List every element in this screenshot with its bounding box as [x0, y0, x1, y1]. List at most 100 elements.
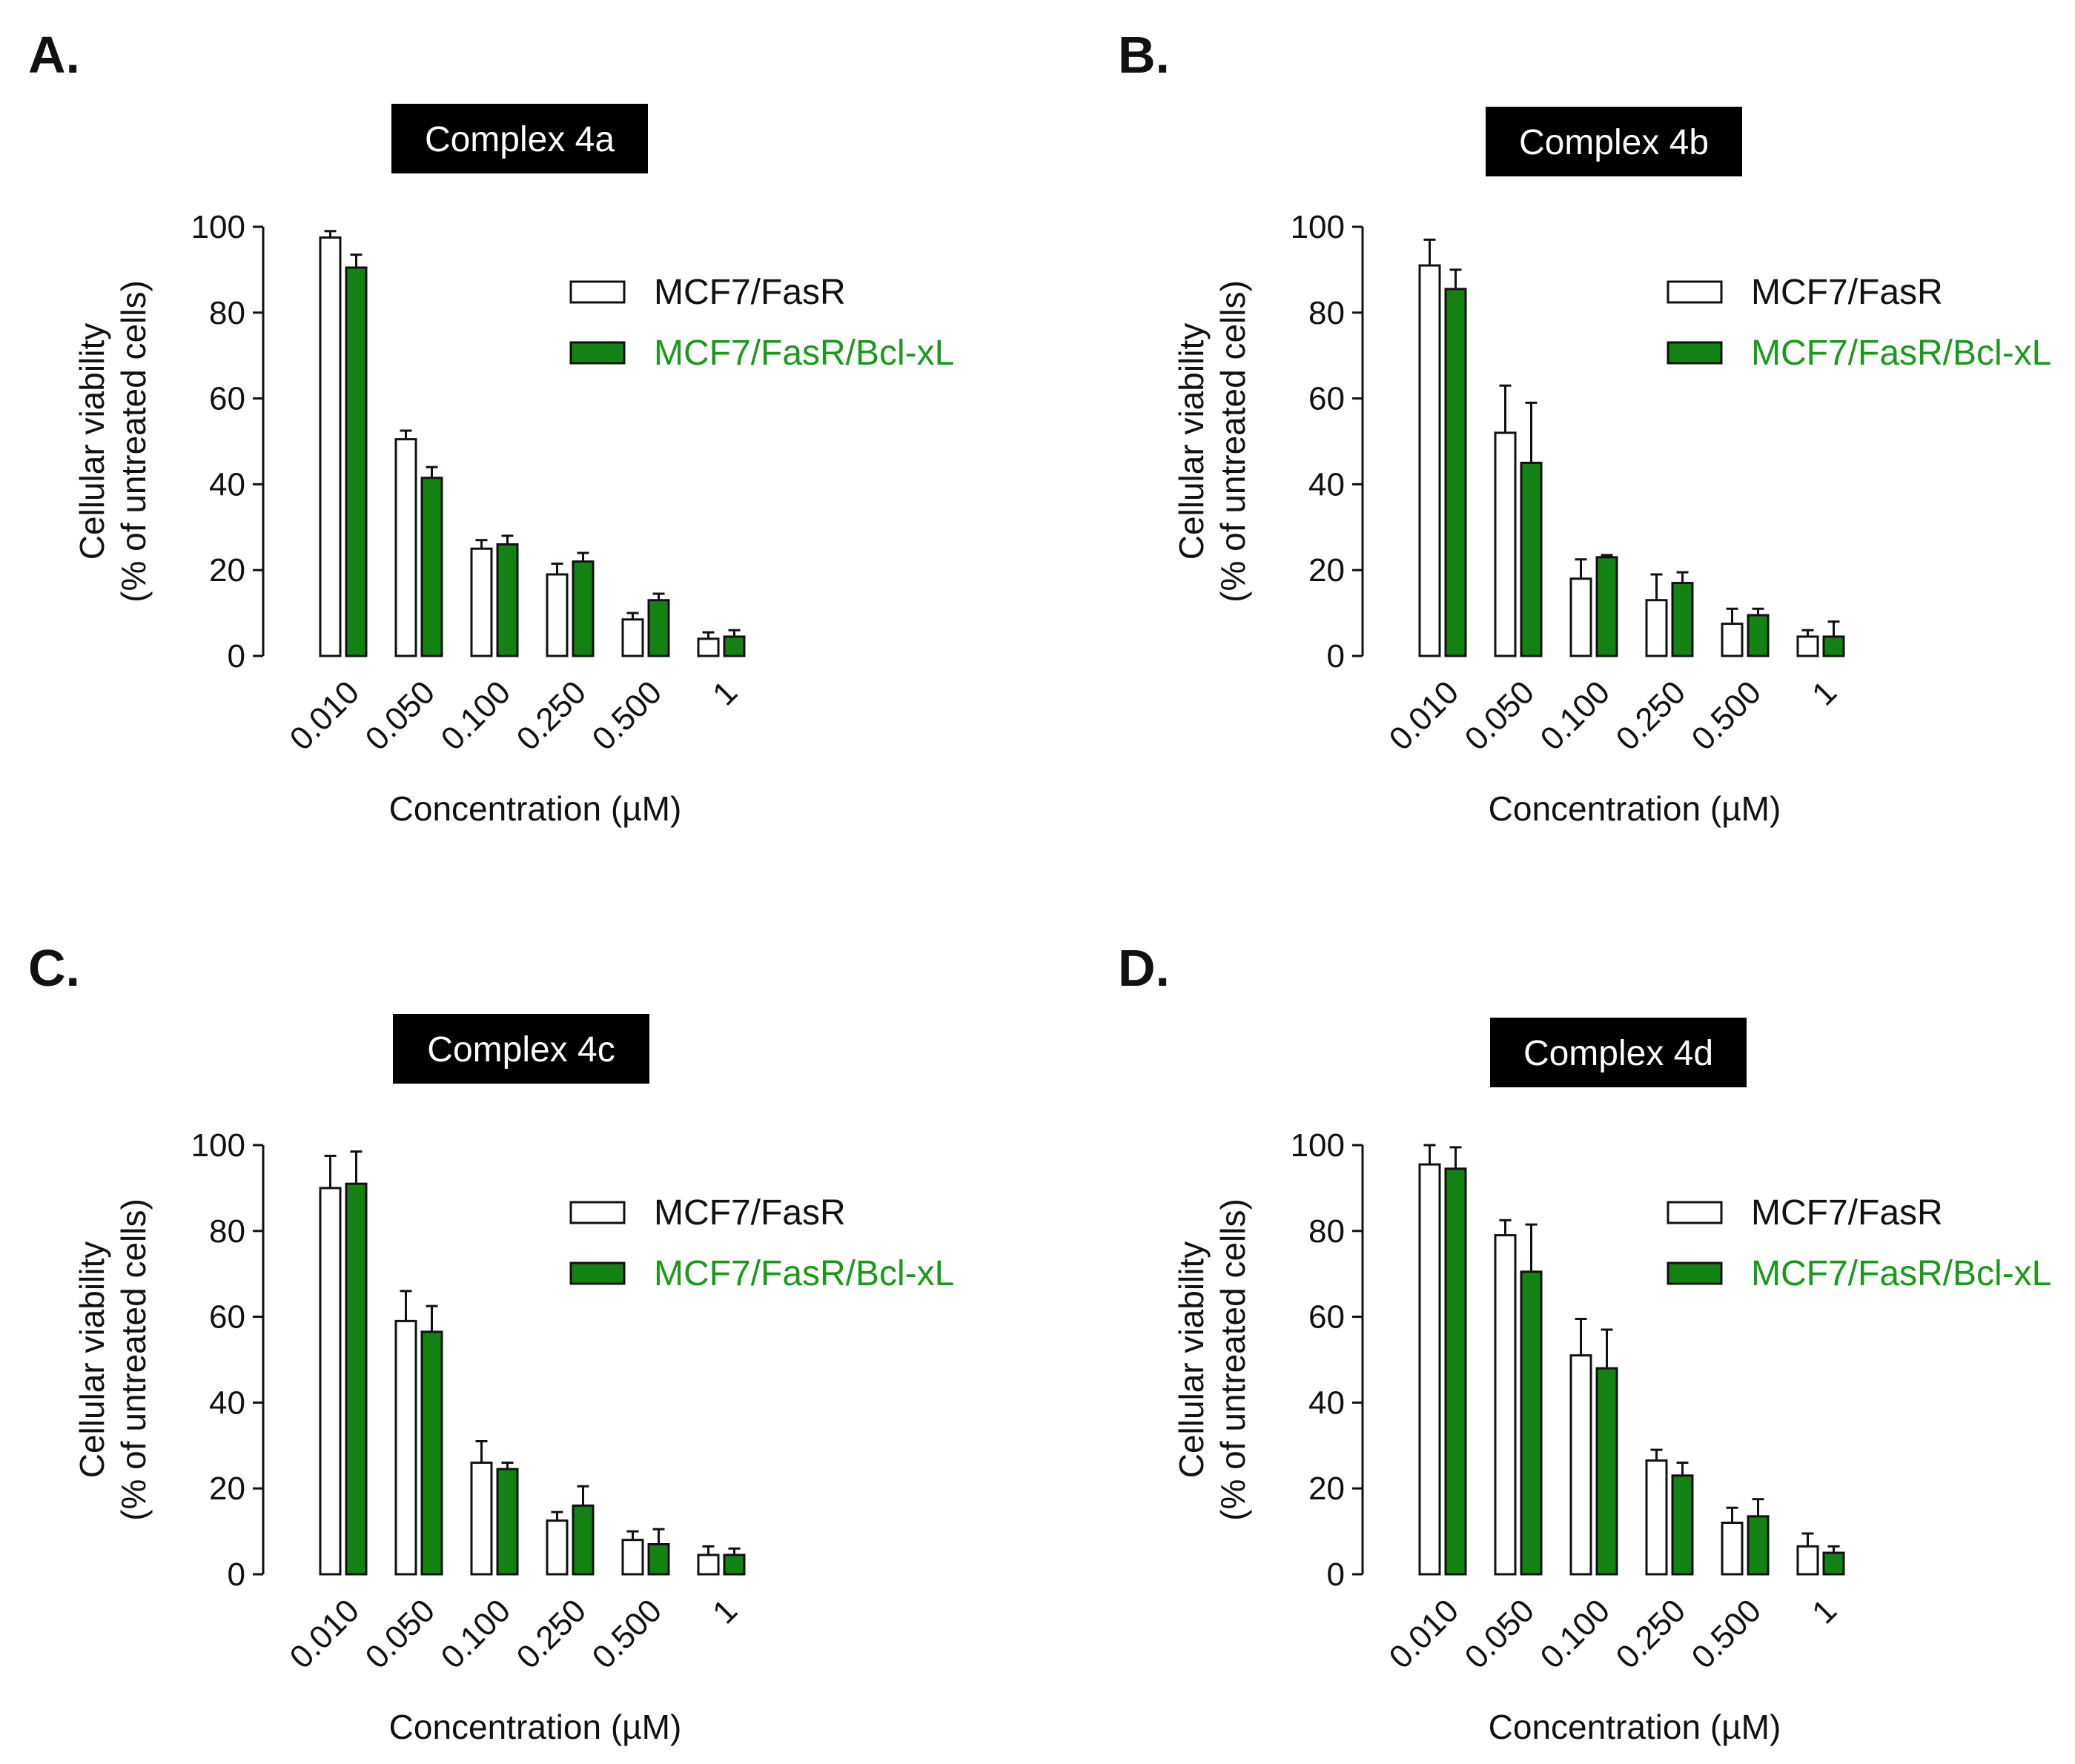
bar-mcf7-fasr — [1569, 1354, 1592, 1576]
bar-mcf7-fasr-bcl-xl — [1822, 635, 1845, 657]
y-tick-label: 40 — [209, 466, 245, 503]
bar-mcf7-fasr-bcl-xl — [1520, 461, 1543, 657]
y-tick-label: 0 — [228, 638, 245, 674]
x-tick-label: 1 — [1805, 674, 1844, 712]
bar-mcf7-fasr-bcl-xl — [1595, 556, 1618, 657]
x-axis-label: Concentration (µM) — [389, 789, 682, 828]
bar-mcf7-fasr — [697, 637, 720, 657]
panel-letter: B. — [1118, 26, 1170, 84]
bar-mcf7-fasr-bcl-xl — [723, 1554, 746, 1576]
title-box — [391, 104, 648, 173]
y-axis-label-line: (% of untreated cells) — [114, 280, 153, 603]
bar-mcf7-fasr — [1494, 431, 1517, 657]
bar-mcf7-fasr-bcl-xl — [1747, 1515, 1770, 1576]
bar-mcf7-fasr-bcl-xl — [647, 1542, 670, 1576]
x-tick-label: 0.100 — [1534, 674, 1618, 757]
y-axis-label-line: (% of untreated cells) — [1214, 1198, 1252, 1521]
chart-title: Complex 4a — [425, 120, 615, 159]
bar-mcf7-fasr — [621, 618, 644, 657]
bar-mcf7-fasr — [1796, 635, 1819, 657]
bar-mcf7-fasr — [394, 438, 417, 657]
bar-mcf7-fasr — [1721, 623, 1744, 657]
bar-mcf7-fasr — [1494, 1234, 1517, 1576]
bar-mcf7-fasr-bcl-xl — [1822, 1551, 1845, 1576]
y-axis-label-line: (% of untreated cells) — [114, 1198, 153, 1521]
x-tick-label: 0.500 — [1685, 1592, 1769, 1676]
bar-mcf7-fasr — [1796, 1545, 1819, 1576]
x-tick-label: 0.100 — [434, 674, 518, 757]
bar-mcf7-fasr — [1721, 1522, 1744, 1576]
bar-mcf7-fasr — [470, 547, 493, 657]
x-tick-label: 0.250 — [1609, 674, 1693, 757]
bar-mcf7-fasr — [319, 236, 342, 657]
x-tick-label: 0.250 — [510, 674, 594, 757]
bar-mcf7-fasr — [546, 1519, 569, 1576]
legend-swatch-mcf7-fasr — [569, 1201, 626, 1224]
x-tick-label: 0.050 — [1458, 1592, 1542, 1676]
legend-label-mcf7-fasr-bcl-xl: MCF7/FasR/Bcl-xL — [654, 334, 954, 373]
title-box — [393, 1014, 649, 1084]
x-tick-label: 0.010 — [1383, 1592, 1466, 1676]
bar-mcf7-fasr-bcl-xl — [1444, 288, 1467, 657]
bar-mcf7-fasr-bcl-xl — [420, 1330, 443, 1576]
y-tick-label: 20 — [1308, 1470, 1345, 1507]
bar-mcf7-fasr-bcl-xl — [723, 635, 746, 657]
legend-label-mcf7-fasr: MCF7/FasR — [1751, 273, 1943, 312]
y-tick-label: 0 — [1327, 1556, 1345, 1593]
y-tick-label: 40 — [209, 1385, 245, 1421]
y-tick-label: 80 — [209, 1213, 245, 1250]
y-tick-label: 0 — [228, 1556, 245, 1593]
title-box — [1490, 1018, 1747, 1087]
y-tick-label: 40 — [1308, 1385, 1345, 1421]
y-axis-label: Cellular viability(% of untreated cells) — [73, 1198, 153, 1521]
bar-mcf7-fasr — [1418, 1163, 1441, 1576]
bar-mcf7-fasr-bcl-xl — [572, 560, 595, 657]
legend-swatch-mcf7-fasr — [1667, 1201, 1723, 1224]
x-axis-label: Concentration (µM) — [1489, 1708, 1781, 1746]
bar-mcf7-fasr — [1569, 577, 1592, 657]
x-tick-label: 0.050 — [1458, 674, 1542, 757]
x-tick-label: 1 — [706, 674, 744, 712]
panel-letter: D. — [1118, 939, 1170, 997]
x-tick-label: 0.500 — [586, 1592, 669, 1676]
title-box — [1486, 107, 1742, 176]
y-tick-label: 100 — [1291, 1127, 1345, 1164]
y-tick-label: 20 — [1308, 552, 1345, 588]
x-tick-label: 0.100 — [434, 1592, 518, 1676]
y-axis-label: Cellular viability(% of untreated cells) — [73, 280, 153, 603]
bar-mcf7-fasr-bcl-xl — [1671, 582, 1694, 657]
y-axis-label: Cellular viability(% of untreated cells) — [1172, 280, 1252, 603]
bar-mcf7-fasr-bcl-xl — [572, 1504, 595, 1576]
chart-panel-a: A. Complex 4a 0 20 40 60 80 100 Cellular viabili… — [28, 26, 954, 828]
x-tick-label: 0.500 — [586, 674, 669, 757]
y-tick-label: 60 — [1308, 1299, 1345, 1336]
x-tick-label: 0.500 — [1685, 674, 1769, 757]
x-tick-label: 0.250 — [510, 1592, 594, 1676]
chart-panel-c: C. Complex 4c 0 20 40 60 80 100 Cellular viabili… — [28, 939, 954, 1746]
x-tick-label: 0.100 — [1534, 1592, 1618, 1676]
y-tick-label: 60 — [1308, 381, 1345, 417]
bar-mcf7-fasr — [1418, 264, 1441, 657]
legend-label-mcf7-fasr-bcl-xl: MCF7/FasR/Bcl-xL — [1751, 334, 2051, 373]
bar-mcf7-fasr — [697, 1554, 720, 1576]
chart-title: Complex 4c — [427, 1030, 615, 1070]
legend-label-mcf7-fasr: MCF7/FasR — [1751, 1193, 1943, 1233]
x-tick-label: 1 — [706, 1592, 744, 1631]
legend-swatch-mcf7-fasr-bcl-xl — [569, 341, 626, 365]
y-tick-label: 80 — [1308, 1213, 1345, 1250]
chart-panel-d: D. Complex 4d 0 20 40 60 80 100 Cellular viabili… — [1118, 939, 2051, 1746]
y-tick-label: 40 — [1308, 466, 1345, 503]
bar-mcf7-fasr-bcl-xl — [1444, 1167, 1467, 1576]
bar-mcf7-fasr-bcl-xl — [420, 477, 443, 657]
y-tick-label: 100 — [191, 1127, 245, 1164]
x-tick-label: 0.250 — [1609, 1592, 1693, 1676]
legend-label-mcf7-fasr: MCF7/FasR — [654, 1193, 846, 1233]
y-tick-label: 80 — [1308, 295, 1345, 331]
bar-mcf7-fasr — [470, 1461, 493, 1576]
y-axis-label-line: Cellular viability — [1172, 323, 1211, 560]
y-tick-label: 20 — [209, 552, 245, 588]
bar-mcf7-fasr — [319, 1187, 342, 1576]
legend-swatch-mcf7-fasr-bcl-xl — [569, 1261, 626, 1285]
y-tick-label: 80 — [209, 295, 245, 331]
